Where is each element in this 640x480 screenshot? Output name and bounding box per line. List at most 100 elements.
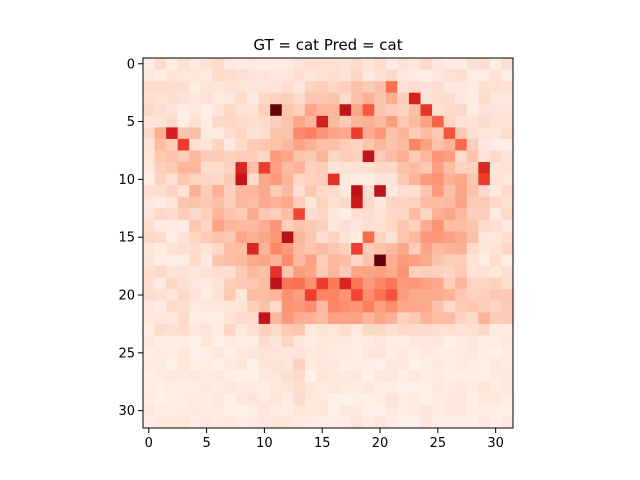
heatmap-cell <box>293 196 306 209</box>
heatmap-cell <box>432 162 444 174</box>
heatmap-cell <box>328 115 340 128</box>
heatmap-cell <box>339 219 352 232</box>
heatmap-cell <box>362 231 375 244</box>
heatmap-cell <box>212 404 225 417</box>
heatmap-cell <box>316 266 329 278</box>
heatmap-cell <box>432 115 444 128</box>
heatmap-cell <box>281 358 294 371</box>
heatmap-cell <box>385 81 398 93</box>
heatmap-cell <box>466 266 479 278</box>
heatmap-cell <box>466 208 479 221</box>
heatmap-cell <box>293 370 306 383</box>
heatmap-cell <box>200 289 213 302</box>
heatmap-cell <box>432 58 444 70</box>
heatmap-cell <box>432 323 444 336</box>
heatmap-cell <box>501 416 514 429</box>
heatmap-cell <box>270 277 283 290</box>
heatmap-cell <box>478 150 491 163</box>
heatmap-cell <box>293 393 306 406</box>
heatmap-cell <box>293 347 306 359</box>
heatmap-cell <box>189 81 202 93</box>
heatmap-cell <box>339 115 352 128</box>
heatmap-cell <box>304 289 317 302</box>
heatmap-cell <box>339 254 352 267</box>
heatmap-cell <box>316 393 329 406</box>
heatmap-cell <box>235 58 248 70</box>
heatmap-cell <box>351 404 363 417</box>
heatmap-cell <box>223 254 236 267</box>
heatmap-cell <box>339 289 352 302</box>
heatmap-cell <box>362 404 375 417</box>
heatmap-cell <box>443 138 456 151</box>
heatmap-cell <box>189 277 202 290</box>
heatmap-cell <box>339 393 352 406</box>
heatmap-cell <box>258 266 271 278</box>
heatmap-cell <box>397 243 410 255</box>
heatmap-cell <box>212 231 225 244</box>
heatmap-cell <box>304 300 317 313</box>
heatmap-cell <box>235 381 248 394</box>
heatmap-cell <box>455 381 468 394</box>
heatmap-cell <box>200 404 213 417</box>
heatmap-cell <box>143 162 155 174</box>
heatmap-cell <box>235 173 248 186</box>
heatmap-cell <box>143 69 155 82</box>
heatmap-cell <box>247 162 259 174</box>
heatmap-cell <box>154 358 167 371</box>
heatmap-cell <box>189 370 202 383</box>
heatmap-cell <box>385 404 398 417</box>
heatmap-cell <box>489 254 502 267</box>
heatmap-cell <box>235 254 248 267</box>
heatmap-cell <box>420 381 433 394</box>
y-tick-label: 20 <box>118 289 135 304</box>
y-tick-label: 30 <box>118 404 135 419</box>
heatmap-cell <box>443 81 456 93</box>
heatmap-cell <box>166 277 178 290</box>
heatmap-cell <box>420 219 433 232</box>
heatmap-cell <box>177 196 190 209</box>
heatmap-cell <box>189 231 202 244</box>
heatmap-cell <box>420 92 433 105</box>
heatmap-cell <box>270 289 283 302</box>
heatmap-cell <box>466 115 479 128</box>
heatmap-cell <box>281 208 294 221</box>
heatmap-cell <box>143 393 155 406</box>
heatmap-cell <box>420 416 433 429</box>
heatmap-cell <box>420 231 433 244</box>
heatmap-cell <box>443 150 456 163</box>
heatmap-cell <box>397 254 410 267</box>
heatmap-cell <box>489 58 502 70</box>
heatmap-cell <box>489 393 502 406</box>
heatmap-cell <box>420 323 433 336</box>
heatmap-cell <box>432 173 444 186</box>
heatmap-cell <box>432 300 444 313</box>
heatmap-cell <box>281 243 294 255</box>
heatmap-cell <box>166 231 178 244</box>
heatmap-cell <box>316 323 329 336</box>
heatmap-cell <box>281 347 294 359</box>
heatmap-cell <box>258 323 271 336</box>
heatmap-cell <box>281 219 294 232</box>
heatmap-cell <box>304 277 317 290</box>
heatmap-cell <box>455 254 468 267</box>
heatmap-cell <box>385 416 398 429</box>
heatmap-cell <box>466 323 479 336</box>
heatmap-cell <box>478 277 491 290</box>
heatmap-cell <box>270 138 283 151</box>
heatmap-cell <box>304 162 317 174</box>
heatmap-cell <box>177 416 190 429</box>
heatmap-cell <box>432 185 444 198</box>
heatmap-cell <box>247 173 259 186</box>
heatmap-cell <box>397 404 410 417</box>
heatmap-cell <box>293 219 306 232</box>
heatmap-cell <box>270 231 283 244</box>
heatmap-cell <box>258 127 271 140</box>
heatmap-cell <box>397 173 410 186</box>
heatmap-cell <box>328 335 340 348</box>
heatmap-cell <box>466 185 479 198</box>
heatmap-cell <box>455 92 468 105</box>
heatmap-cell <box>385 104 398 117</box>
heatmap-cell <box>247 335 259 348</box>
heatmap-cell <box>154 289 167 302</box>
heatmap-cell <box>478 393 491 406</box>
